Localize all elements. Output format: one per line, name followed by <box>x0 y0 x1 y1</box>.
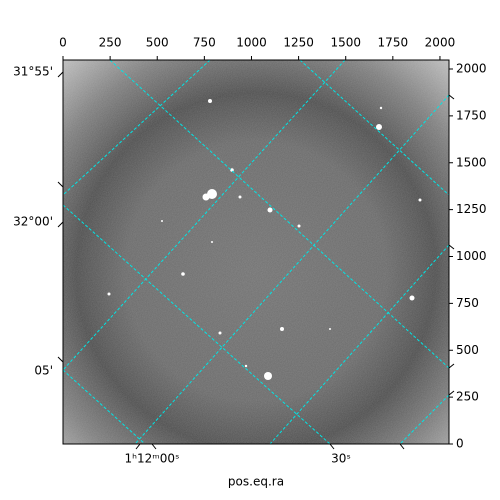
y-tick-label: 750 <box>456 296 479 310</box>
image <box>63 60 449 444</box>
y-tick-label: 2000 <box>456 62 487 76</box>
dec-tick-label: 31°55' <box>13 65 53 79</box>
x-axis-label: pos.eq.ra <box>228 475 284 489</box>
y-tick-label: 1000 <box>456 249 487 263</box>
frame <box>62 59 450 445</box>
y-tick-label: 500 <box>456 343 479 357</box>
x-tick-label: 1750 <box>378 36 409 50</box>
y-tick-label: 1250 <box>456 202 487 216</box>
ra-tick-label: 30ˢ <box>331 452 351 466</box>
x-tick-label: 250 <box>99 36 122 50</box>
x-tick-label: 2000 <box>425 36 456 50</box>
y-tick-label: 250 <box>456 390 479 404</box>
dec-tick-label: 05' <box>34 364 53 378</box>
x-tick-label: 1250 <box>283 36 314 50</box>
x-tick-label: 1000 <box>236 36 267 50</box>
x-tick-label: 1500 <box>330 36 361 50</box>
x-tick-label: 0 <box>59 36 67 50</box>
ra-tick-label: 1ʰ12ᵐ00ˢ <box>125 452 180 466</box>
dec-tick-label: 32°00' <box>13 215 53 229</box>
coordinate-grid <box>63 60 449 444</box>
x-tick-label: 500 <box>146 36 169 50</box>
y-tick-label: 1500 <box>456 155 487 169</box>
y-tick-label: 0 <box>456 437 464 451</box>
y-tick-label: 1750 <box>456 108 487 122</box>
x-tick-label: 750 <box>193 36 216 50</box>
world-ticks <box>57 71 455 450</box>
